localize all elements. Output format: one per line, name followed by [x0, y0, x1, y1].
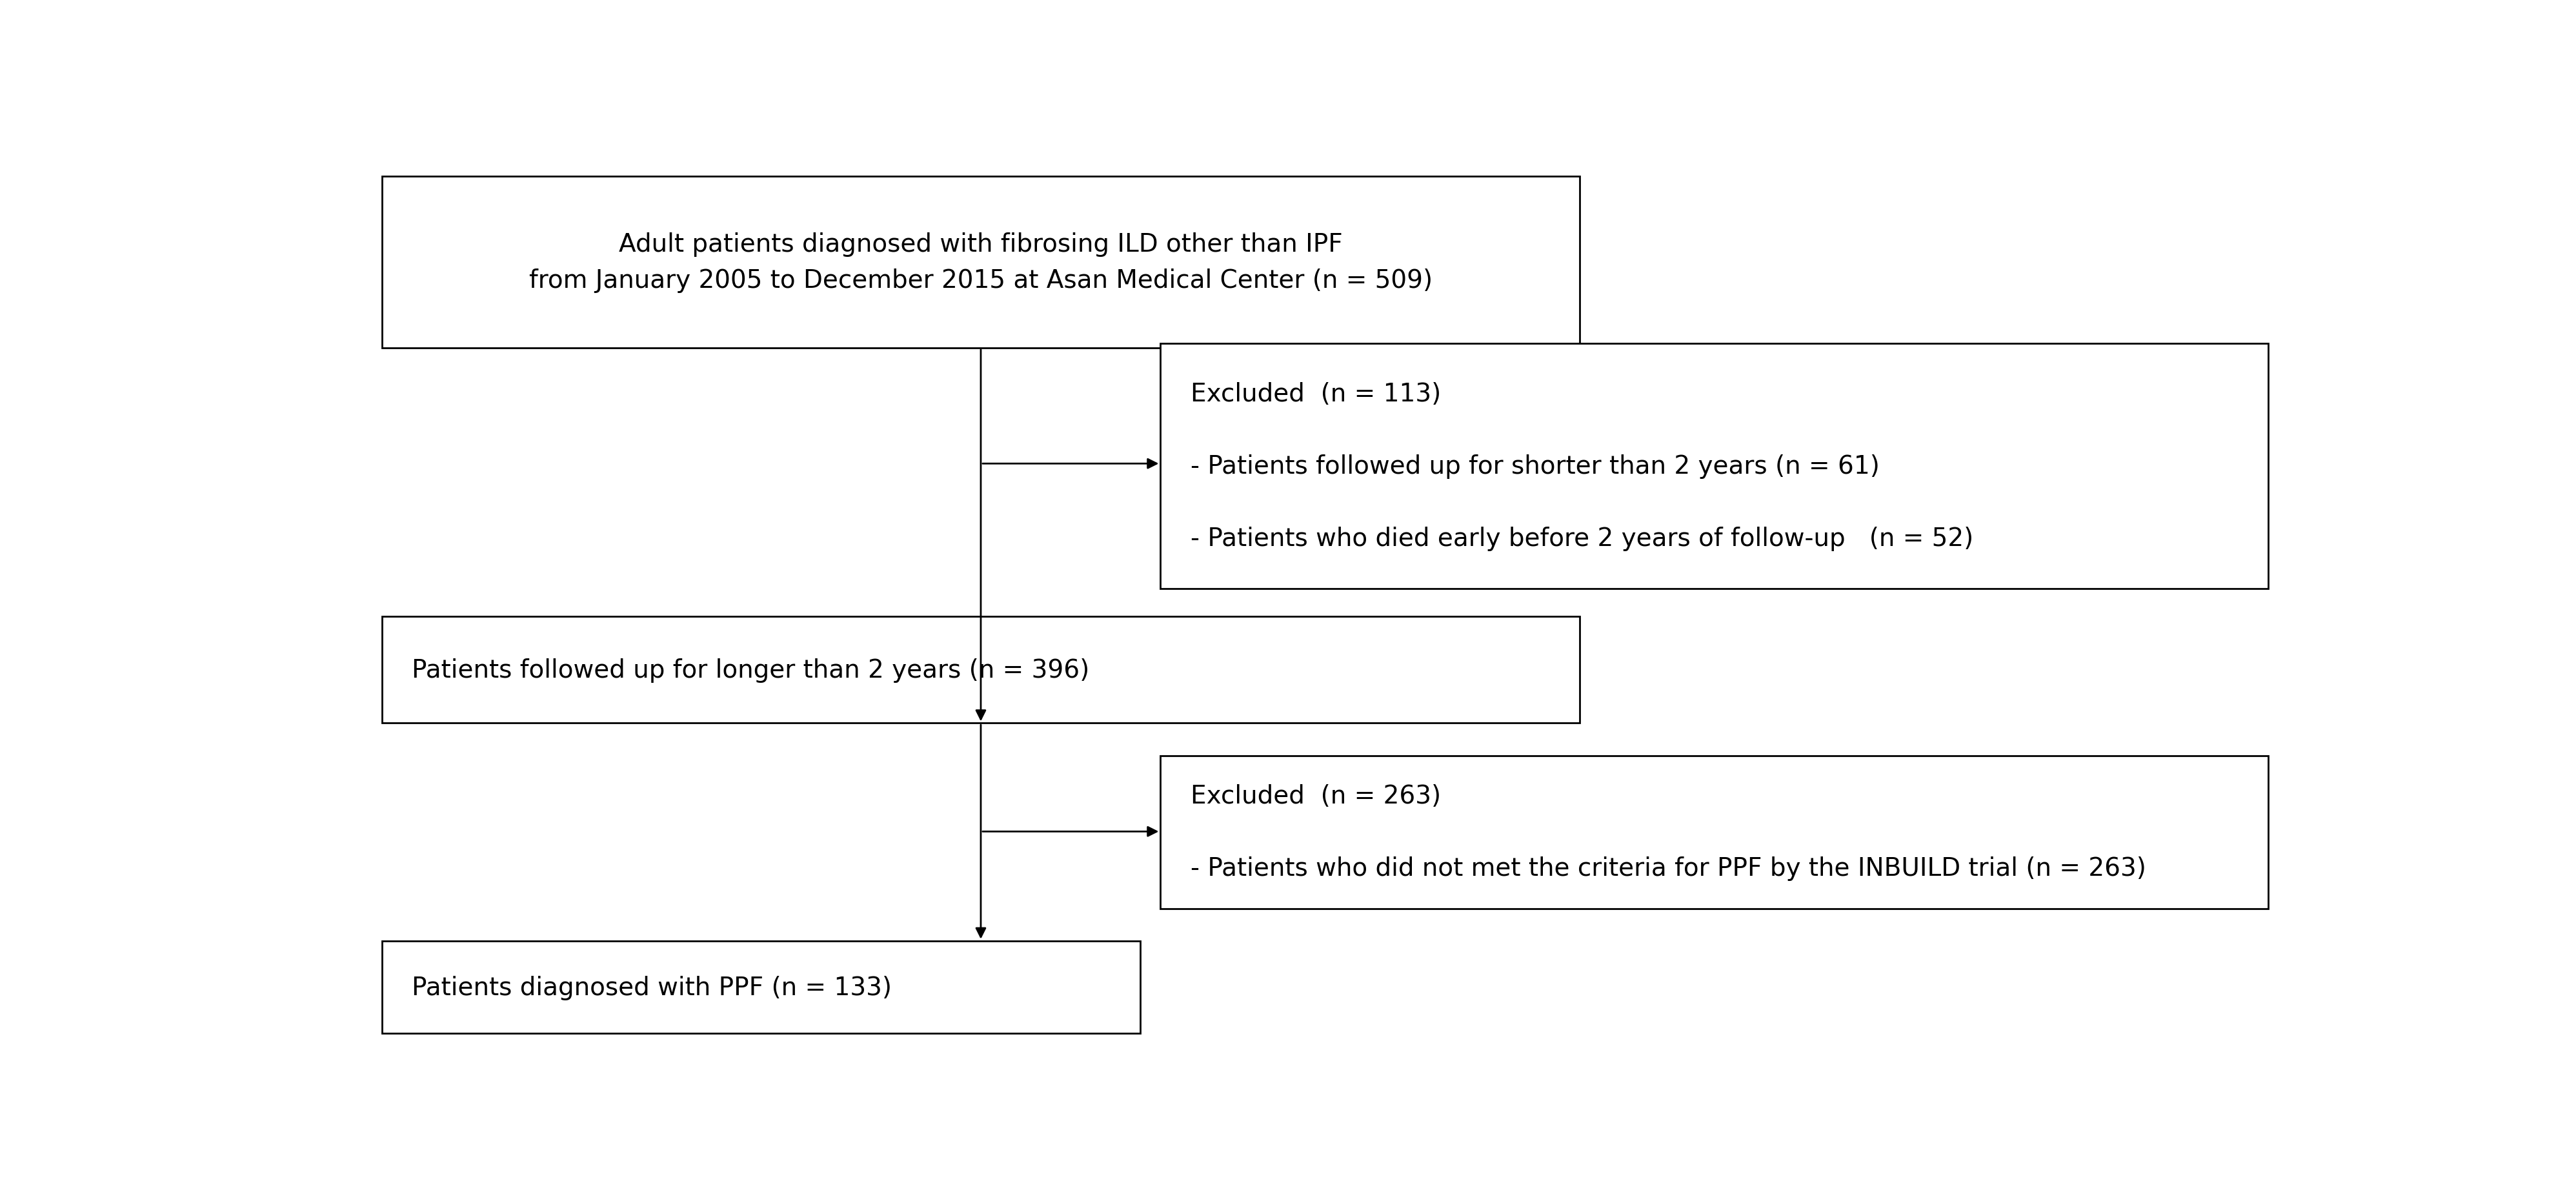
FancyBboxPatch shape [381, 177, 1579, 348]
FancyBboxPatch shape [381, 941, 1141, 1033]
FancyBboxPatch shape [381, 617, 1579, 723]
FancyBboxPatch shape [1159, 755, 2269, 908]
Text: Patients followed up for longer than 2 years (n = 396): Patients followed up for longer than 2 y… [412, 658, 1090, 682]
Text: Patients diagnosed with PPF (n = 133): Patients diagnosed with PPF (n = 133) [412, 976, 891, 1000]
FancyBboxPatch shape [1159, 344, 2269, 589]
Text: Excluded  (n = 113)

- Patients followed up for shorter than 2 years (n = 61)

-: Excluded (n = 113) - Patients followed u… [1190, 381, 1973, 551]
Text: Adult patients diagnosed with fibrosing ILD other than IPF
from January 2005 to : Adult patients diagnosed with fibrosing … [528, 232, 1432, 292]
Text: Excluded  (n = 263)

- Patients who did not met the criteria for PPF by the INBU: Excluded (n = 263) - Patients who did no… [1190, 784, 2146, 881]
